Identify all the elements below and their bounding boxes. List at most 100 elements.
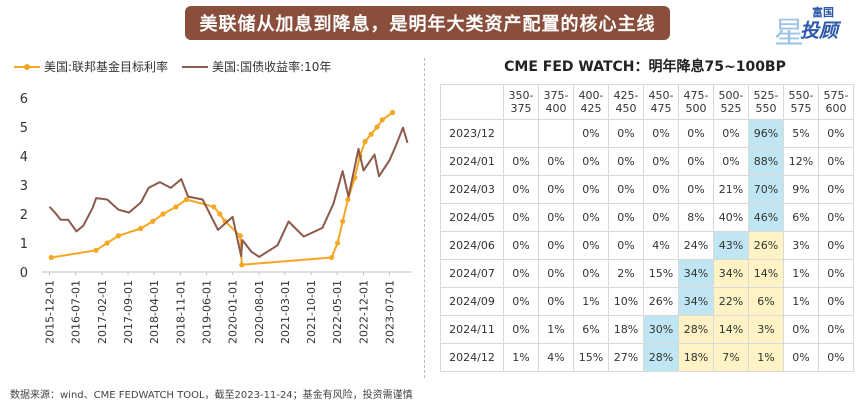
y-tick-label: 0 [20,266,28,281]
row-date-label: 2024/01 [440,147,504,176]
column-header: 375-400 [538,84,574,120]
chart-legend: 美国:联邦基金目标利率 美国:国债收益率:10年 [14,58,339,75]
legend-label-treasury-10y: 美国:国债收益率:10年 [212,60,332,74]
probability-cell: 0% [818,343,854,372]
data-point-fed-rate [150,218,156,224]
probability-cell: 1% [783,287,819,316]
probability-cell: 0% [538,175,574,204]
y-tick-label: 4 [20,150,28,165]
probability-cell: 0% [643,203,679,232]
probability-cell: 28% [643,343,679,372]
x-tick-label: 2020-01-01 [227,280,240,344]
y-tick-label: 6 [20,92,28,107]
probability-cell: 0% [643,147,679,176]
probability-cell: 0% [538,147,574,176]
probability-cell: 96% [748,119,784,148]
column-header: 475-500 [678,84,714,120]
x-tick-label: 2022-05-01 [331,280,344,344]
probability-cell: 34% [678,287,714,316]
probability-cell: 1% [573,287,609,316]
data-point-fed-rate [93,247,99,253]
row-date-label: 2024/12 [440,343,504,372]
section-divider [424,58,425,378]
table-row: 2024/11 0% 1% 6% 18% 30% 28% 14% 3% 0% 0% [440,315,854,344]
probability-cell: 1% [538,315,574,344]
probability-cell: 1% [783,259,819,288]
y-tick-label: 2 [20,208,28,223]
probability-cell: 0% [643,119,679,148]
data-point-fed-rate [138,225,144,232]
data-point-fed-rate [379,117,385,123]
y-tick-label: 1 [20,237,28,252]
probability-cell: 0% [538,203,574,232]
probability-cell: 30% [643,315,679,344]
probability-cell: 0% [713,119,749,148]
probability-cell: 0% [678,119,714,148]
table-header-row: 350-375 375-400 400-425 425-450 450-475 475-5… [440,84,854,120]
probability-cell: 0% [503,147,539,176]
probability-cell: 14% [748,259,784,288]
row-date-label: 2024/05 [440,203,504,232]
probability-cell: 0% [608,119,644,148]
data-point-fed-rate [340,218,346,224]
probability-cell: 0% [573,147,609,176]
data-point-fed-rate [335,240,341,246]
logo-top-text: 富国 [812,6,834,19]
y-tick-label: 3 [20,179,28,194]
probability-cell: 0% [818,147,854,176]
brand-logo: 星 富国 投顾 [772,2,860,51]
probability-cell: 0% [538,287,574,316]
table-row: 2024/06 0% 0% 0% 0% 4% 24% 43% 26% 3% 0% [440,231,854,260]
probability-cell: 0% [678,175,714,204]
probability-cell: 46% [748,203,784,232]
probability-cell: 0% [678,147,714,176]
column-header: 425-450 [608,84,644,120]
data-point-fed-rate [217,211,223,217]
source-footnote: 数据来源：wind、CME FEDWATCH TOOL，截至2023-11-24… [10,390,413,401]
row-date-label: 2024/11 [440,315,504,344]
x-tick-label: 2017-09-01 [122,280,135,344]
x-tick-label: 2020-08-01 [253,280,266,344]
table-row: 2024/12 1% 4% 15% 27% 28% 18% 7% 1% 0% 0% [440,343,854,372]
series-line-treasury-10y [48,126,409,258]
data-point-fed-rate [160,211,166,217]
row-date-label: 2024/03 [440,175,504,204]
probability-cell: 3% [748,315,784,344]
probability-cell: 15% [643,259,679,288]
probability-cell: 70% [748,175,784,204]
probability-cell: 0% [608,147,644,176]
probability-cell [538,119,574,148]
data-point-fed-rate [211,204,217,210]
probability-cell: 0% [538,259,574,288]
probability-cell: 6% [748,287,784,316]
probability-cell: 26% [748,231,784,260]
probability-cell: 0% [573,175,609,204]
probability-cell: 5% [783,119,819,148]
probability-cell [503,119,539,148]
probability-cell: 10% [608,287,644,316]
probability-cell: 0% [608,231,644,260]
column-header: 550-575 [783,84,819,120]
probability-cell: 1% [748,343,784,372]
rate-line-chart: 0 1 2 3 4 5 6 2015-12-01 2016-07-01 2017-02-01 201… [20,92,412,344]
x-tick-label: 2018-11-01 [174,280,187,344]
y-tick-label: 5 [20,121,28,136]
probability-cell: 0% [608,175,644,204]
probability-cell: 3% [783,231,819,260]
column-header: 525-550 [748,84,784,120]
probability-cell: 9% [783,175,819,204]
probability-cell: 0% [503,287,539,316]
x-tick-label: 2015-12-01 [43,280,56,344]
data-point-fed-rate [362,138,368,145]
probability-cell: 0% [573,231,609,260]
probability-cell: 18% [608,315,644,344]
probability-cell: 0% [538,231,574,260]
probability-cell: 34% [713,259,749,288]
probability-cell: 0% [573,259,609,288]
probability-cell: 88% [748,147,784,176]
column-header: 575-600 [818,84,854,120]
probability-cell: 0% [818,175,854,204]
probability-cell: 7% [713,343,749,372]
probability-cell: 6% [783,203,819,232]
star-logo-icon: 星 [774,16,804,51]
